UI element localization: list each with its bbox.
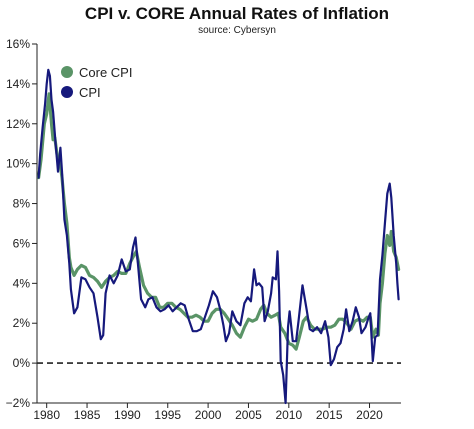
x-tick-label: 2020: [356, 408, 383, 422]
axes: −2% 0% 2% 4% 6% 8% 10% 12% 14% 16% 1980 1985 1990 199…: [6, 37, 401, 422]
y-tick-label: 8%: [13, 197, 31, 211]
legend: Core CPI CPI: [61, 65, 132, 100]
x-tick-label: 2010: [275, 408, 302, 422]
y-tick-label: 2%: [13, 316, 31, 330]
cpi-legend-label: CPI: [79, 85, 101, 100]
y-tick-label: 16%: [6, 37, 30, 51]
x-tick-label: 1995: [154, 408, 181, 422]
y-tick-label: −2%: [6, 396, 31, 410]
core-cpi-series-line: [37, 92, 401, 351]
chart-subtitle: source: Cybersyn: [198, 25, 276, 36]
y-tick-label: 0%: [13, 356, 31, 370]
x-tick-label: 1990: [114, 408, 141, 422]
core-cpi-legend-marker: [61, 66, 73, 78]
x-tick-label: 1985: [74, 408, 101, 422]
cpi-legend-marker: [61, 86, 73, 98]
x-tick-label: 2005: [235, 408, 262, 422]
y-tick-label: 6%: [13, 236, 31, 250]
x-tick-label: 2015: [316, 408, 343, 422]
x-tick-label: 2000: [195, 408, 222, 422]
series-lines: [37, 68, 401, 405]
core-cpi-legend-label: Core CPI: [79, 65, 132, 80]
x-tick-label: 1980: [33, 408, 60, 422]
y-tick-label: 4%: [13, 276, 31, 290]
chart-title: CPI v. CORE Annual Rates of Inflation: [85, 4, 389, 23]
y-tick-label: 14%: [6, 77, 30, 91]
cpi-series-line: [37, 68, 400, 405]
y-tick-label: 10%: [6, 157, 30, 171]
y-tick-label: 12%: [6, 117, 30, 131]
